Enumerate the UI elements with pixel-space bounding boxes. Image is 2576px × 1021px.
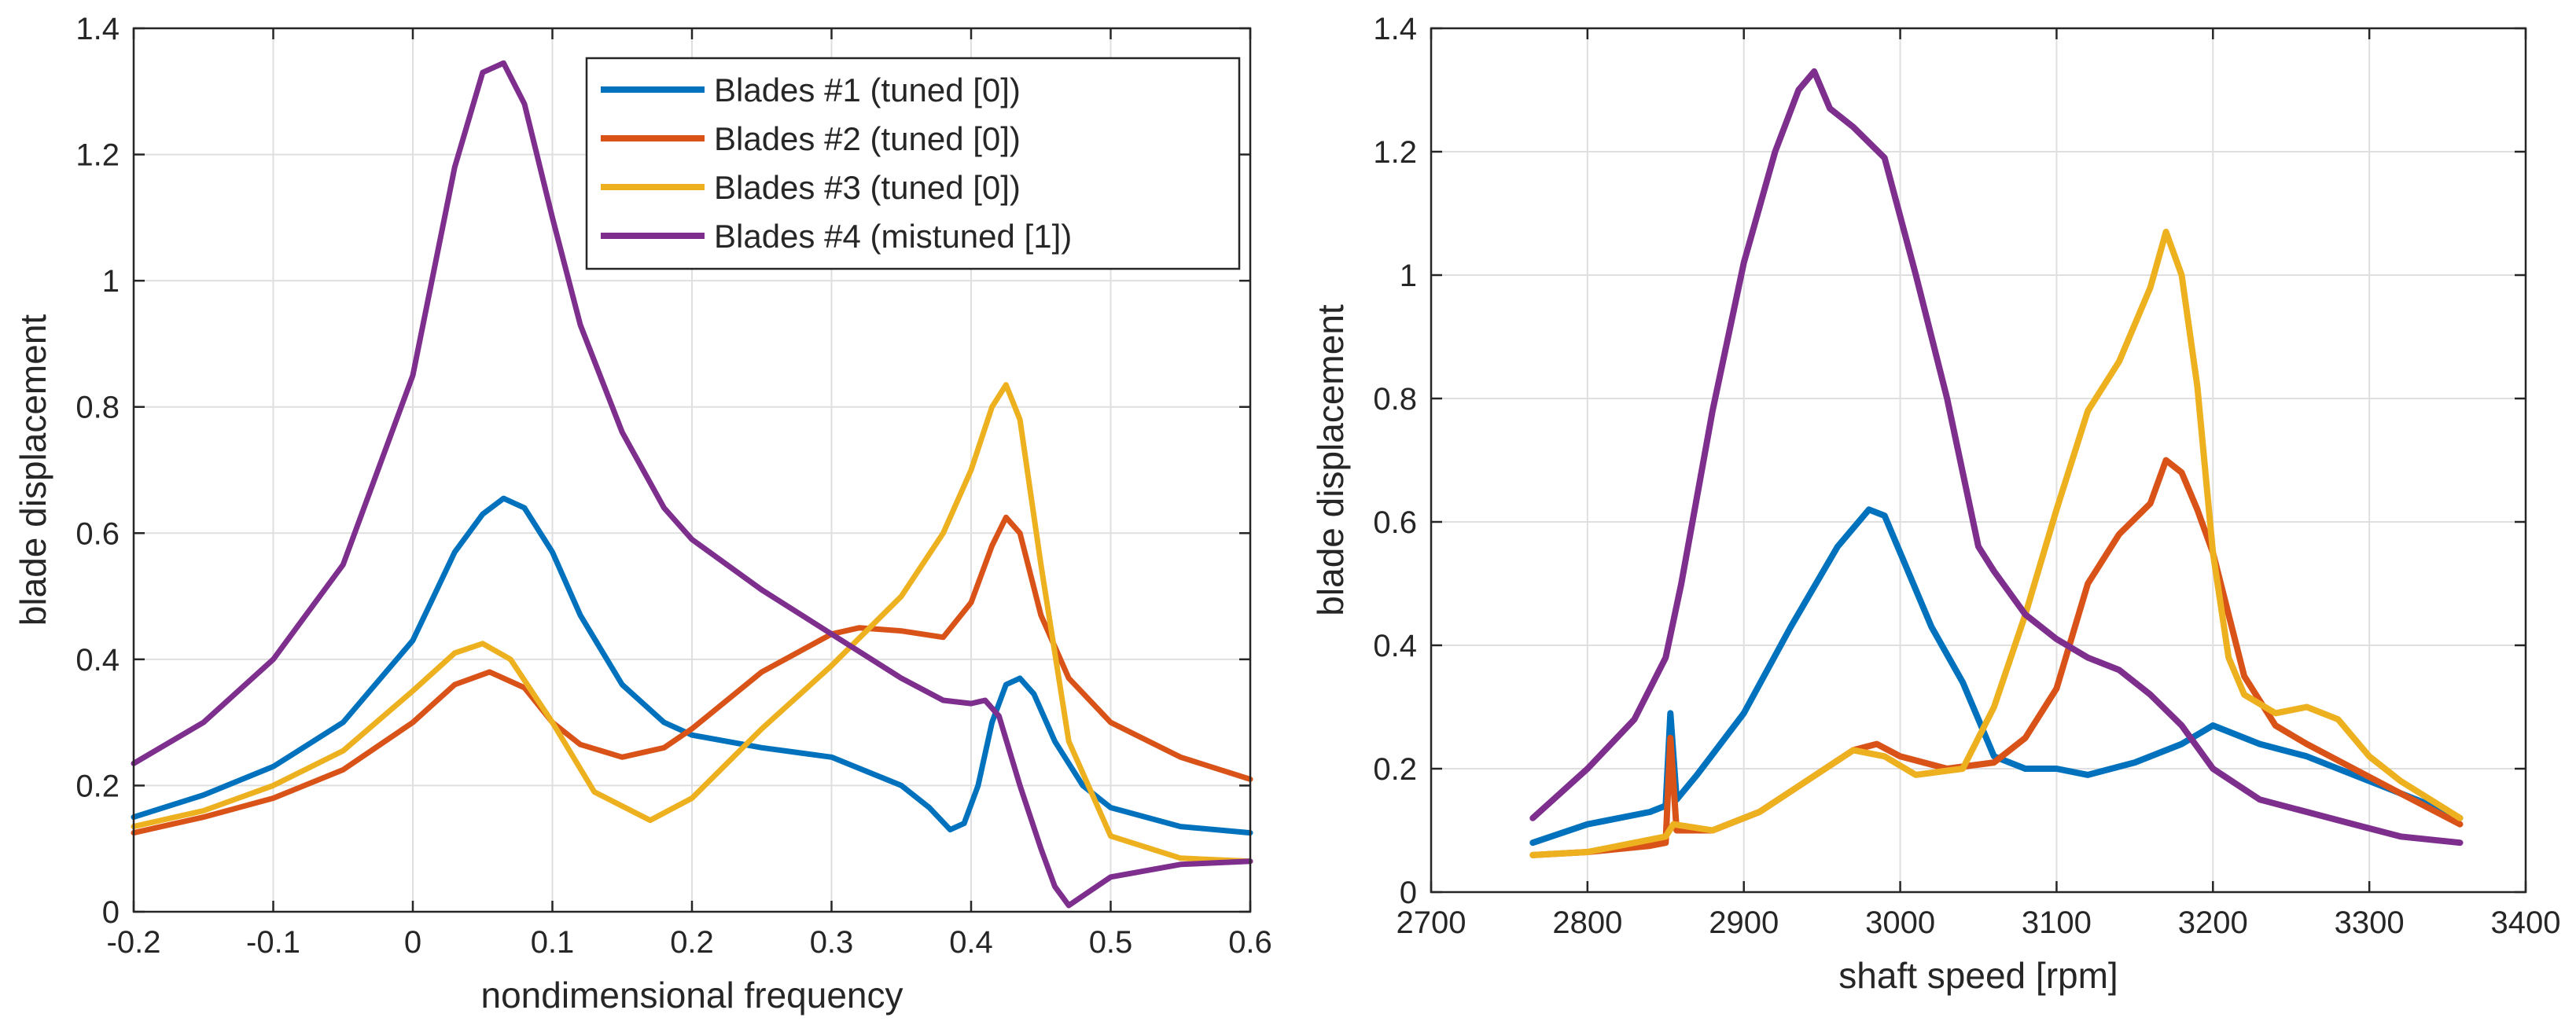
y-tick-label: 1 (102, 264, 120, 299)
x-tick-label: 3000 (1865, 905, 1935, 940)
x-tick-label: 0.6 (1228, 925, 1272, 960)
y-tick-label: 0.4 (1373, 629, 1417, 663)
y-axis-label: blade displacement (13, 314, 53, 626)
legend-entry-3: Blades #3 (tuned [0]) (714, 169, 1021, 206)
chart-left-frequency: -0.2 -0.1 0 0.1 0.2 0.3 0.4 0.5 0.6 0 0.2 0.4 0.6 0.8… (13, 12, 1272, 1015)
legend-entry-1: Blades #1 (tuned [0]) (714, 72, 1021, 108)
y-tick-label: 0.2 (1373, 752, 1417, 787)
y-tick-label: 0.6 (1373, 505, 1417, 540)
x-tick-label: 0 (404, 925, 421, 960)
x-axis-label: shaft speed [rpm] (1838, 955, 2118, 996)
y-tick-label: 0.4 (75, 643, 120, 678)
plot-area (1431, 28, 2526, 892)
x-tick-label: 2900 (1709, 905, 1779, 940)
x-tick-label: -0.1 (246, 925, 300, 960)
x-tick-label: 0.4 (949, 925, 993, 960)
x-tick-label: -0.2 (107, 925, 161, 960)
y-tick-label: 0.8 (75, 391, 120, 425)
axes-frame (1430, 27, 2527, 894)
x-tick-label: 0.3 (810, 925, 854, 960)
y-tick-label: 0.2 (75, 769, 120, 803)
x-tick-label: 3100 (2022, 905, 2092, 940)
y-axis-label: blade displacement (1310, 304, 1351, 616)
legend-entry-2: Blades #2 (tuned [0]) (714, 120, 1021, 157)
y-tick-label: 1.2 (1373, 135, 1417, 170)
y-tick-label: 0.8 (1373, 382, 1417, 417)
x-tick-label: 2800 (1552, 905, 1622, 940)
legend: Blades #1 (tuned [0]) Blades #2 (tuned [0… (585, 57, 1241, 270)
series-line-3 (131, 382, 1253, 865)
series-line-4 (1529, 68, 2464, 847)
x-tick-label: 0.5 (1089, 925, 1133, 960)
series-line-2 (131, 514, 1253, 836)
y-tick-label: 0 (102, 895, 120, 930)
series-line-1 (131, 495, 1253, 836)
x-tick-label: 0.1 (531, 925, 575, 960)
y-tick-label: 1 (1400, 259, 1417, 293)
x-tick-label: 2700 (1397, 905, 1466, 940)
y-tick-label: 1.2 (75, 138, 120, 173)
y-tick-label: 0.6 (75, 516, 120, 551)
x-axis-label: nondimensional frequency (480, 975, 903, 1015)
y-tick-label: 1.4 (1373, 12, 1417, 46)
legend-entry-4: Blades #4 (mistuned [1]) (714, 218, 1072, 255)
chart-right-shaft-speed: 2700 2800 2900 3000 3100 3200 3300 3400 0 0.2 0.4 0… (1310, 12, 2560, 996)
x-tick-label: 3200 (2178, 905, 2248, 940)
series-line-4 (131, 60, 1253, 909)
y-tick-label: 0 (1400, 876, 1417, 910)
x-tick-label: 3400 (2491, 905, 2561, 940)
y-tick-label: 1.4 (75, 12, 120, 46)
series-line-3 (1529, 229, 2464, 858)
series-line-2 (1529, 457, 2464, 858)
x-tick-label: 3300 (2335, 905, 2405, 940)
x-tick-label: 0.2 (670, 925, 714, 960)
